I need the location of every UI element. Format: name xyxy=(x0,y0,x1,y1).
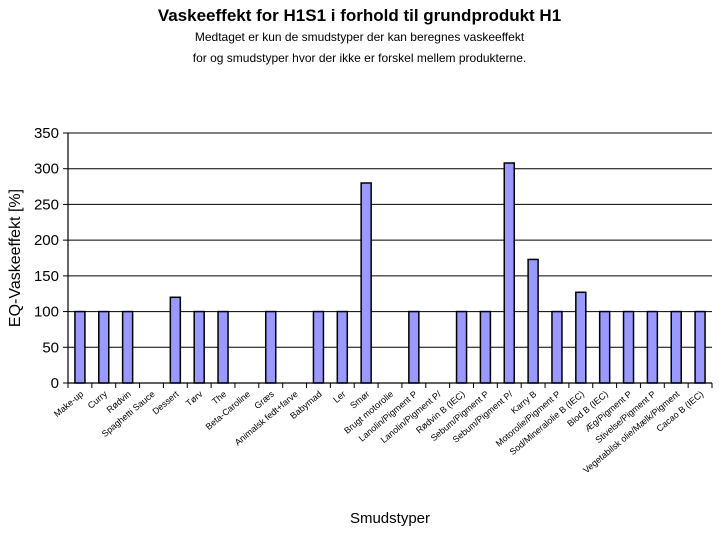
y-axis-label: EQ-Vaskeeffekt [%] xyxy=(7,189,24,327)
bar xyxy=(169,296,182,384)
bar xyxy=(408,310,420,384)
bar xyxy=(479,310,492,384)
x-tick-label: The xyxy=(210,389,228,407)
bar xyxy=(193,310,205,384)
y-tick-label: 300 xyxy=(34,161,59,178)
axes xyxy=(63,132,713,388)
bar xyxy=(694,310,706,384)
y-tick-label: 50 xyxy=(42,339,59,356)
bar xyxy=(74,310,86,384)
bar xyxy=(622,310,635,384)
bar xyxy=(98,310,110,384)
gridlines xyxy=(68,132,712,348)
bar xyxy=(264,310,277,384)
x-tick-label: Make-up xyxy=(52,389,85,419)
chart-subtitle-line-1: Medtaget er kun de smudstyper der kan be… xyxy=(194,30,525,44)
y-tick-labels: 0 50 100 150 200 250 300 350 xyxy=(34,125,59,392)
bar xyxy=(455,310,468,384)
bar xyxy=(360,182,372,384)
x-tick-label: Ler xyxy=(331,389,347,405)
y-tick-label: 250 xyxy=(34,196,59,213)
bar xyxy=(121,310,134,384)
bar xyxy=(598,310,611,384)
bar xyxy=(575,291,587,384)
bar xyxy=(527,258,539,384)
x-tick-label: Beta-Caroline xyxy=(204,389,253,432)
y-tick-label: 0 xyxy=(51,375,59,392)
x-tick-label: Dessert xyxy=(150,389,181,417)
x-axis-label: Smudstyper xyxy=(350,510,430,527)
bars xyxy=(74,162,706,384)
bar xyxy=(646,310,659,384)
bar xyxy=(503,162,516,384)
bar xyxy=(217,310,229,384)
chart-title: Vaskeeffekt for H1S1 i forhold til grund… xyxy=(157,6,562,25)
chart-subtitle-line-2: for og smudstyper hvor der ikke er forsk… xyxy=(192,51,527,65)
x-tick-label: Tørv xyxy=(184,389,205,409)
y-tick-label: 350 xyxy=(34,125,59,142)
bar xyxy=(312,310,325,384)
y-tick-label: 100 xyxy=(34,304,59,321)
y-tick-label: 200 xyxy=(34,232,59,249)
bar xyxy=(551,310,563,384)
bar xyxy=(670,310,682,384)
y-tick-label: 150 xyxy=(34,268,59,285)
bar xyxy=(336,310,349,384)
